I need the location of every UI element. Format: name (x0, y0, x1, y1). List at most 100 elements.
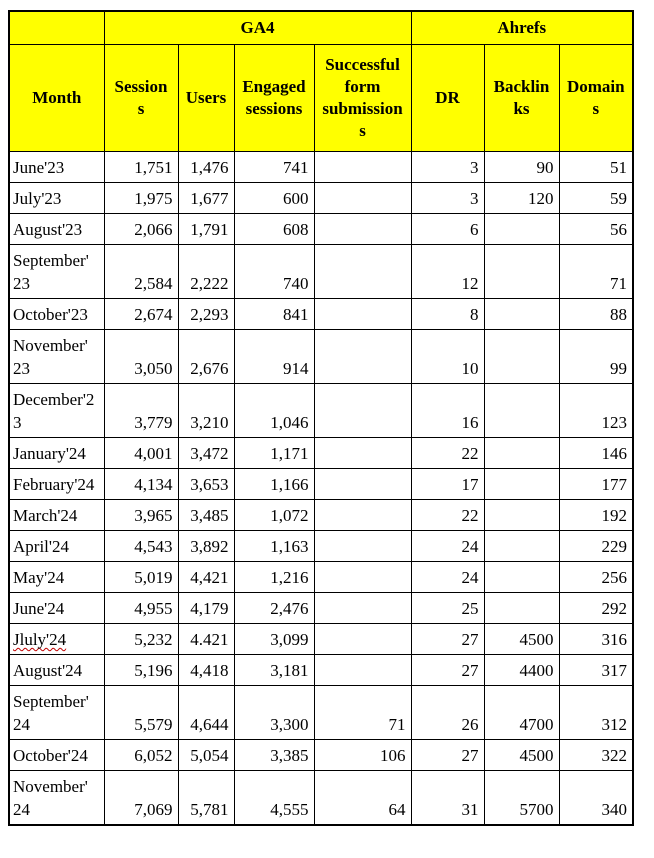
cell-domains: 51 (558, 151, 634, 183)
cell-backlinks: 4400 (483, 654, 560, 686)
cell-domains: 256 (558, 561, 634, 593)
cell-engaged-sessions: 3,099 (233, 623, 315, 655)
cell-dr: 25 (410, 592, 485, 624)
cell-dr: 10 (410, 329, 485, 384)
column-header-dr: DR (410, 44, 485, 152)
cell-form-submissions (313, 298, 412, 330)
cell-backlinks: 4700 (483, 685, 560, 740)
group-header-ahrefs: Ahrefs (410, 10, 634, 45)
table-row: Jluly'24 5,232 4.421 3,099 27 4500 316 (8, 623, 634, 655)
cell-month: July'23 (8, 182, 105, 214)
cell-backlinks (483, 499, 560, 531)
cell-backlinks (483, 383, 560, 438)
cell-dr: 16 (410, 383, 485, 438)
table-row: July'23 1,975 1,677 600 3 120 59 (8, 182, 634, 214)
cell-form-submissions (313, 244, 412, 299)
table-row: November' 23 3,050 2,676 914 10 99 (8, 329, 634, 384)
cell-engaged-sessions: 914 (233, 329, 315, 384)
table-body: June'23 1,751 1,476 741 3 90 51 July'23 … (8, 151, 634, 826)
cell-sessions: 7,069 (103, 770, 179, 826)
cell-backlinks: 4500 (483, 739, 560, 771)
cell-domains: 177 (558, 468, 634, 500)
group-header-ga4: GA4 (103, 10, 412, 45)
cell-users: 4.421 (177, 623, 235, 655)
cell-month: August'24 (8, 654, 105, 686)
misspelled-month-text: Jluly'24 (13, 630, 67, 649)
cell-dr: 24 (410, 530, 485, 562)
column-header-row: Month Session s Users Engaged sessions S… (8, 44, 634, 152)
cell-domains: 229 (558, 530, 634, 562)
cell-users: 3,653 (177, 468, 235, 500)
cell-dr: 6 (410, 213, 485, 245)
cell-month: November' 23 (8, 329, 105, 384)
cell-users: 5,054 (177, 739, 235, 771)
cell-sessions: 5,196 (103, 654, 179, 686)
cell-engaged-sessions: 741 (233, 151, 315, 183)
cell-month: August'23 (8, 213, 105, 245)
cell-sessions: 3,050 (103, 329, 179, 384)
cell-users: 5,781 (177, 770, 235, 826)
cell-backlinks (483, 437, 560, 469)
cell-month: Jluly'24 (8, 623, 105, 655)
table-row: September' 23 2,584 2,222 740 12 71 (8, 244, 634, 299)
cell-month: June'23 (8, 151, 105, 183)
cell-engaged-sessions: 3,181 (233, 654, 315, 686)
cell-domains: 88 (558, 298, 634, 330)
cell-dr: 27 (410, 623, 485, 655)
cell-dr: 24 (410, 561, 485, 593)
cell-form-submissions (313, 561, 412, 593)
cell-form-submissions (313, 654, 412, 686)
cell-sessions: 1,751 (103, 151, 179, 183)
corner-cell (8, 10, 105, 45)
cell-sessions: 2,584 (103, 244, 179, 299)
cell-users: 4,644 (177, 685, 235, 740)
cell-month: January'24 (8, 437, 105, 469)
cell-month: June'24 (8, 592, 105, 624)
cell-month: May'24 (8, 561, 105, 593)
cell-month: September' 23 (8, 244, 105, 299)
cell-form-submissions: 106 (313, 739, 412, 771)
cell-form-submissions (313, 530, 412, 562)
table-row: February'24 4,134 3,653 1,166 17 177 (8, 468, 634, 500)
table-row: May'24 5,019 4,421 1,216 24 256 (8, 561, 634, 593)
cell-month: October'23 (8, 298, 105, 330)
cell-users: 3,485 (177, 499, 235, 531)
cell-domains: 340 (558, 770, 634, 826)
cell-domains: 292 (558, 592, 634, 624)
cell-domains: 123 (558, 383, 634, 438)
metrics-table: GA4 Ahrefs Month Session s Users Engaged… (8, 10, 635, 826)
cell-dr: 27 (410, 739, 485, 771)
cell-users: 1,677 (177, 182, 235, 214)
table-row: June'24 4,955 4,179 2,476 25 292 (8, 592, 634, 624)
cell-backlinks: 90 (483, 151, 560, 183)
table-row: June'23 1,751 1,476 741 3 90 51 (8, 151, 634, 183)
table-row: October'23 2,674 2,293 841 8 88 (8, 298, 634, 330)
cell-backlinks (483, 298, 560, 330)
cell-sessions: 4,001 (103, 437, 179, 469)
cell-sessions: 6,052 (103, 739, 179, 771)
cell-users: 4,421 (177, 561, 235, 593)
table-row: April'24 4,543 3,892 1,163 24 229 (8, 530, 634, 562)
cell-dr: 17 (410, 468, 485, 500)
cell-form-submissions (313, 623, 412, 655)
cell-users: 1,476 (177, 151, 235, 183)
table-row: March'24 3,965 3,485 1,072 22 192 (8, 499, 634, 531)
cell-engaged-sessions: 3,300 (233, 685, 315, 740)
cell-domains: 59 (558, 182, 634, 214)
group-header-row: GA4 Ahrefs (8, 10, 634, 45)
cell-form-submissions (313, 468, 412, 500)
cell-month: September' 24 (8, 685, 105, 740)
cell-backlinks: 4500 (483, 623, 560, 655)
cell-form-submissions (313, 213, 412, 245)
cell-backlinks: 5700 (483, 770, 560, 826)
cell-users: 2,676 (177, 329, 235, 384)
cell-engaged-sessions: 608 (233, 213, 315, 245)
cell-users: 1,791 (177, 213, 235, 245)
cell-users: 2,293 (177, 298, 235, 330)
cell-form-submissions: 64 (313, 770, 412, 826)
cell-dr: 22 (410, 437, 485, 469)
cell-domains: 56 (558, 213, 634, 245)
cell-dr: 22 (410, 499, 485, 531)
cell-sessions: 3,965 (103, 499, 179, 531)
table-row: August'24 5,196 4,418 3,181 27 4400 317 (8, 654, 634, 686)
